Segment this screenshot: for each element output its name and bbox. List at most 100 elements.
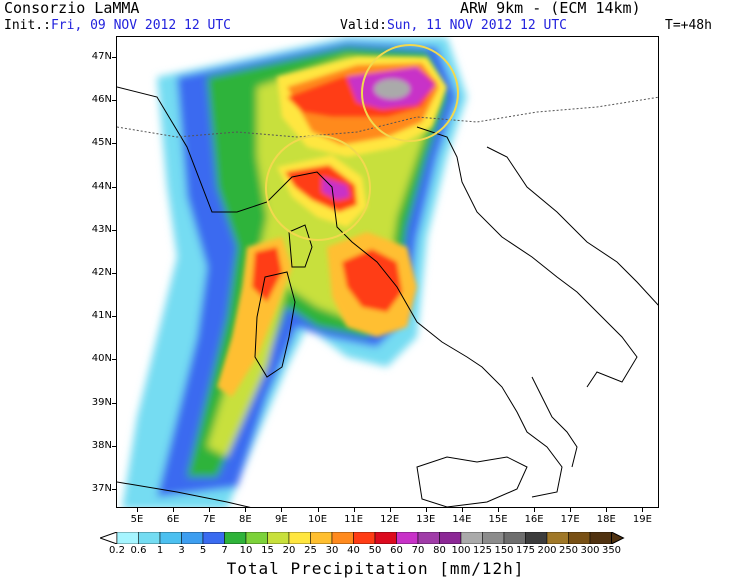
colorbar-level-label: 50 [368,545,382,556]
colorbar-level-label: 7 [221,545,228,556]
lon-label-6E: 6E [166,514,180,525]
colorbar-level-label: 300 [580,545,600,556]
colorbar-segment [310,532,333,544]
lon-tick [353,508,355,512]
colorbar-segment [202,532,225,544]
highlight-circle-central [265,135,371,241]
colorbar-level-label: 60 [390,545,403,556]
colorbar-segment [589,532,612,544]
lat-label-45N: 45N [91,137,112,149]
colorbar-segment [224,532,247,544]
lat-tick [112,273,116,274]
colorbar-segment [546,532,569,544]
lon-tick [534,508,536,512]
colorbar-segment [138,532,161,544]
lon-tick [389,508,391,512]
lat-tick [112,445,116,447]
lon-tick [137,508,138,512]
highlight-circles [265,44,459,241]
map-svg [117,37,658,507]
lat-tick [112,316,116,318]
lon-tick [606,508,608,512]
lat-tick [112,100,116,102]
lat-label-47N: 47N [91,51,112,62]
colorbar-segment [267,532,290,544]
lat-tick [112,489,116,490]
colorbar-right-arrow [611,532,625,544]
colorbar-left-arrow [100,532,118,544]
colorbar-level-label: 5 [199,545,207,556]
lon-label-14E: 14E [452,514,472,525]
lon-label-16E: 16E [524,514,544,525]
lon-tick [245,508,247,512]
colorbar-segment [525,532,548,544]
lon-tick [570,508,572,512]
forecast-step: T=+48h [665,18,712,33]
lon-tick [642,508,644,512]
colorbar-level-label: 15 [261,545,274,556]
precipitation-colorbar [100,532,625,544]
colorbar-segment [503,532,526,544]
lon-label-10E: 10E [307,514,328,525]
colorbar-level-label: 25 [304,545,317,556]
colorbar-segment [159,532,182,544]
lat-tick [112,402,116,404]
colorbar-segment [460,532,483,544]
colorbar-segment [374,532,397,544]
lat-tick [112,57,116,58]
colorbar-segment [568,532,591,544]
colorbar-segment [181,532,204,544]
lon-label-5E: 5E [130,514,144,525]
precipitation-map [116,36,659,508]
lon-label-17E: 17E [560,514,580,525]
colorbar-level-label: 40 [347,545,360,556]
lon-label-19E: 19E [632,514,652,525]
coastlines [117,86,658,507]
colorbar-segment [116,532,139,544]
colorbar-level-label: 350 [601,545,622,556]
colorbar-level-label: 20 [282,545,296,556]
lon-label-8E: 8E [238,514,252,525]
lat-tick [112,143,116,145]
colorbar-level-label: 3 [178,545,185,556]
lon-tick [317,508,319,512]
lat-label-41N: 41N [91,310,112,322]
colorbar-title: Total Precipitation [mm/12h] [226,559,525,578]
highlight-circle-north [361,44,459,142]
lon-tick [281,508,283,512]
lat-label-44N: 44N [91,180,112,192]
lat-tick [112,229,116,231]
valid-time: Valid:Sun, 11 NOV 2012 12 UTC [340,19,567,32]
colorbar-segment [353,532,376,544]
lon-label-13E: 13E [416,514,436,525]
colorbar-level-label: 100 [451,545,471,556]
valid-prefix: Valid: [340,18,387,33]
colorbar-segment [288,532,311,544]
lon-label-18E: 18E [596,514,616,525]
lat-tick [112,186,116,188]
valid-value: Sun, 11 NOV 2012 12 UTC [386,18,567,33]
colorbar-level-label: 30 [325,545,339,556]
colorbar-level-label: 0.2 [109,545,125,556]
colorbar-level-label: 1 [156,545,164,556]
lat-label-39N: 39N [91,396,112,408]
lon-tick [425,508,427,512]
colorbar-level-label: 80 [433,545,446,556]
lat-label-46N: 46N [91,94,112,106]
colorbar-segment [482,532,505,544]
lon-tick [209,508,211,512]
lon-label-12E: 12E [380,514,400,525]
colorbar-segment [396,532,419,544]
colorbar-segment [439,532,462,544]
lat-label-40N: 40N [91,353,112,365]
lon-label-9E: 9E [275,514,288,525]
lat-tick [112,359,116,361]
colorbar-segment [331,532,354,544]
init-value: Fri, 09 NOV 2012 12 UTC [50,18,231,33]
colorbar-level-label: 0.6 [130,545,147,556]
precip-field [122,37,467,507]
colorbar-level-label: 10 [239,545,253,556]
model-title: ARW 9km - (ECM 14km) [460,0,641,17]
lon-tick [461,508,463,512]
colorbar-level-label: 70 [411,545,425,556]
